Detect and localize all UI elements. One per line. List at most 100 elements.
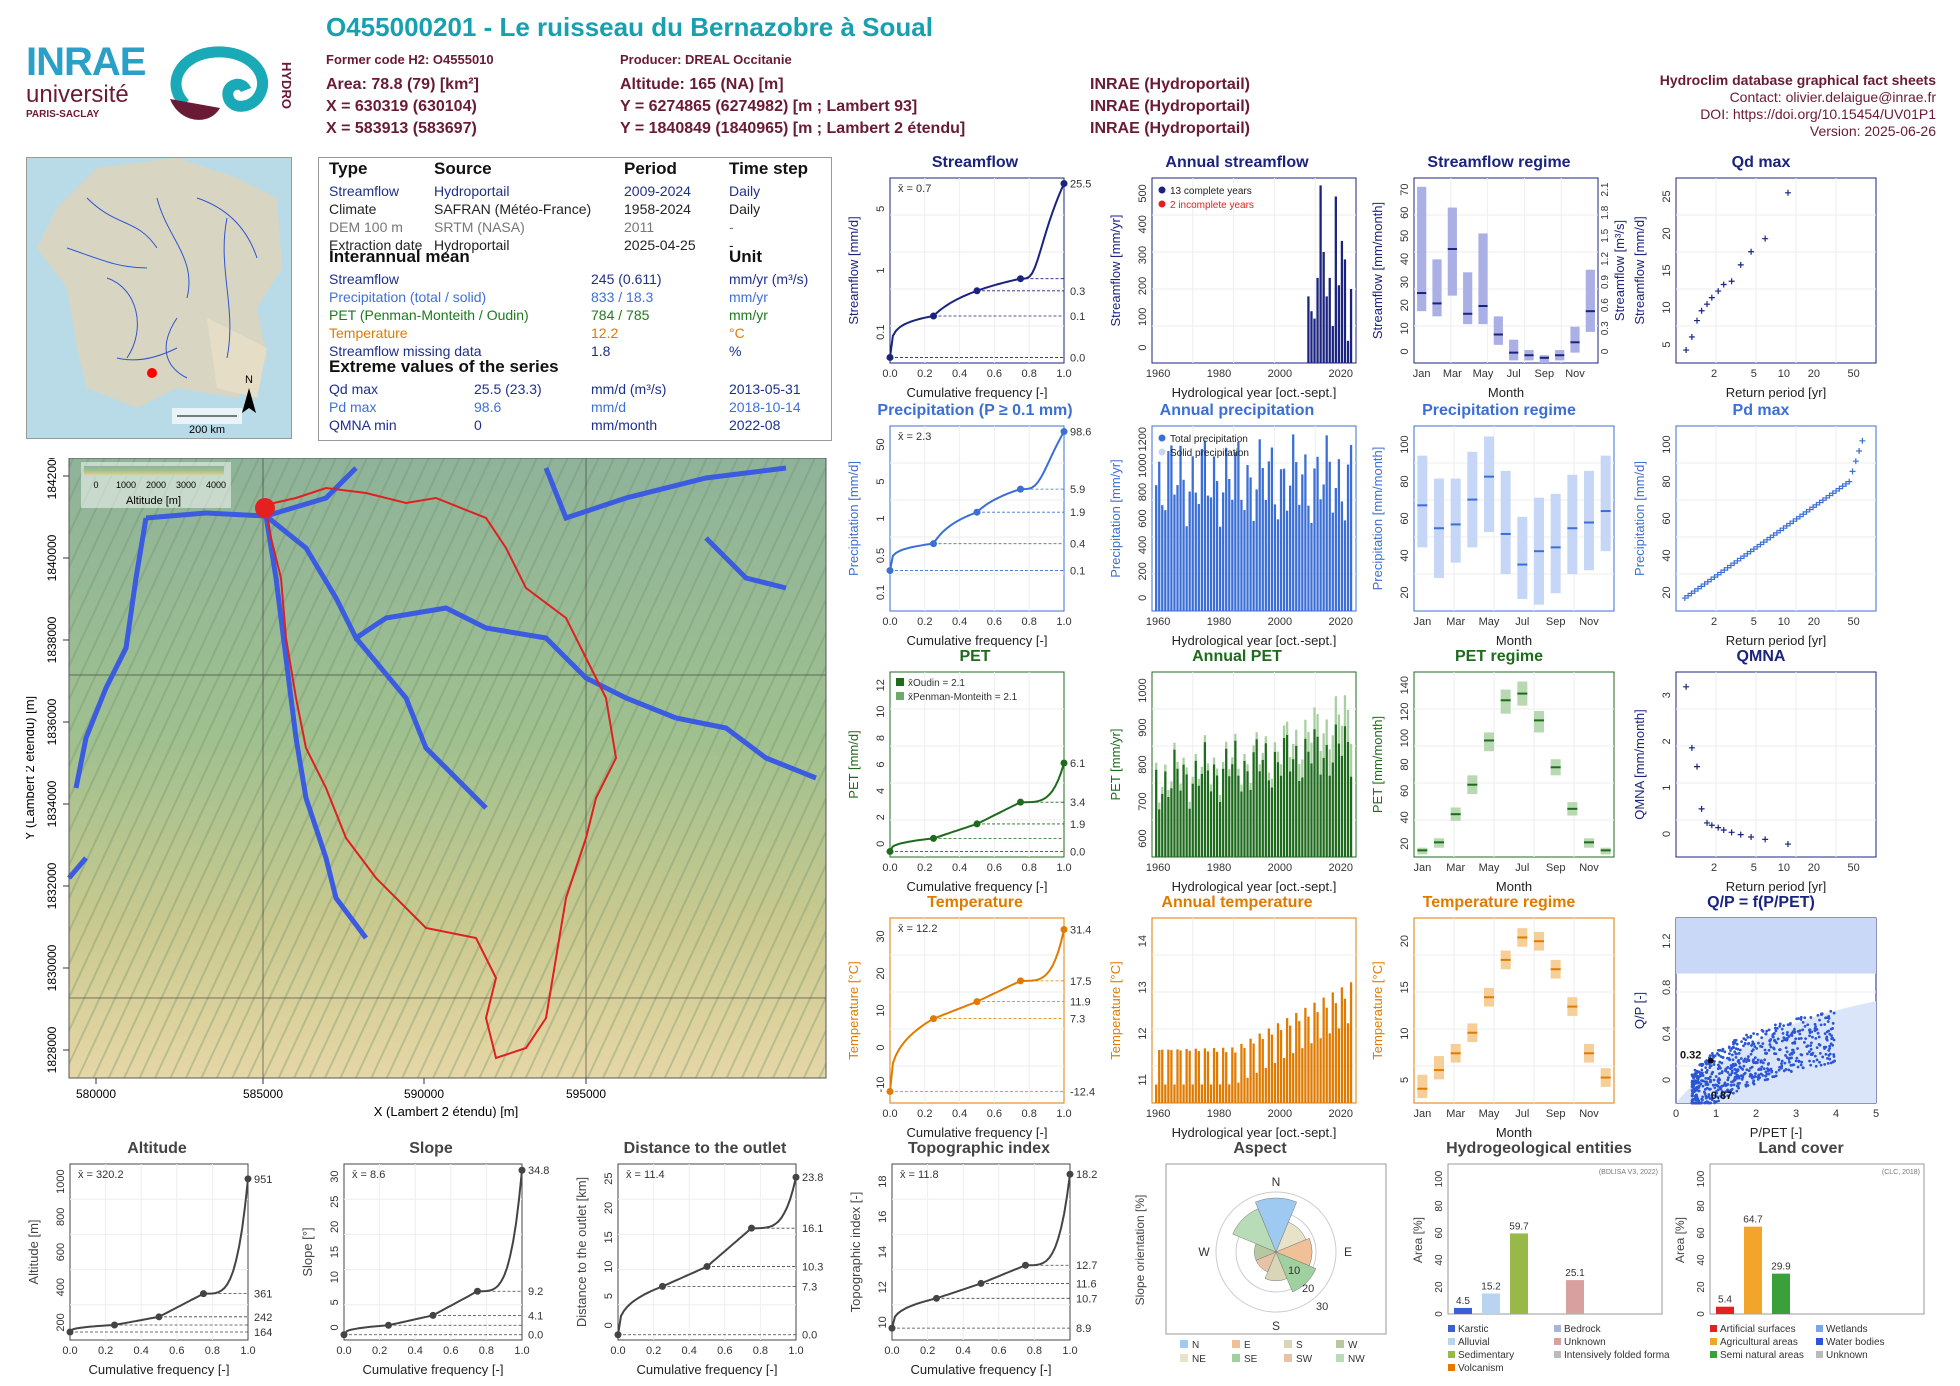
ytick: 600 <box>55 1243 67 1261</box>
annual-precipitation-bar <box>1228 478 1231 611</box>
annual-pet-bar-pm <box>1295 729 1298 746</box>
qp-point <box>1831 1021 1835 1025</box>
france-map: 200 km N <box>26 157 292 439</box>
qp-point <box>1808 1059 1811 1063</box>
xtick: 2000 <box>1268 862 1292 874</box>
slope-ylabel: Slope [°] <box>300 1227 315 1276</box>
annual-precipitation-bar <box>1292 434 1295 611</box>
ytick: 0 <box>1399 348 1411 354</box>
qp-point <box>1691 1099 1694 1102</box>
qp-point <box>1806 1044 1810 1048</box>
qp-point <box>1745 1060 1748 1063</box>
annual-pet-bar <box>1285 735 1289 857</box>
ytick: 0 <box>1661 831 1673 837</box>
temperature-mean-label: x̄ = 12.2 <box>898 923 937 935</box>
annual-temperature-bar <box>1206 1051 1210 1103</box>
qp-point <box>1705 1068 1709 1072</box>
ytick: 25 <box>1661 190 1673 202</box>
qp-point <box>1807 1028 1811 1032</box>
xtick: 0.8 <box>479 1345 494 1357</box>
temperature-quantile-point <box>930 1015 937 1023</box>
qp-point <box>1777 1058 1781 1062</box>
qp-point <box>1760 1065 1764 1069</box>
qp-point <box>1810 1041 1813 1045</box>
annual-pet-bar <box>1282 737 1286 857</box>
qp-point <box>1813 1054 1817 1058</box>
annual-pet-bar-pm <box>1197 778 1200 786</box>
annual-streamflow-bar <box>1313 318 1316 363</box>
qp-point <box>1750 1076 1754 1080</box>
altitude-quantile-point <box>244 1175 252 1183</box>
distance-xlabel: Cumulative frequency [-] <box>637 1362 778 1376</box>
ytick: 100 <box>1399 435 1411 453</box>
source-2: INRAE (Hydroportail) <box>1090 98 1250 115</box>
altitude-ylabel: Altitude [m] <box>26 1219 41 1284</box>
qp-point <box>1774 1052 1778 1056</box>
annual-precipitation-bar <box>1337 459 1341 611</box>
xtick: 1.0 <box>1056 616 1071 628</box>
extreme-row-name: Qd max <box>329 381 379 397</box>
qp-point <box>1781 1031 1785 1035</box>
xtick: 0.4 <box>952 616 967 628</box>
qp-point <box>1725 1083 1729 1087</box>
annual-pet-bar <box>1258 771 1261 857</box>
annual-precipitation-bar <box>1285 510 1289 611</box>
annual-temperature-bar <box>1155 1084 1158 1103</box>
qd-max-point <box>1737 261 1744 268</box>
annual-streamflow-bar <box>1307 296 1310 363</box>
qp-point <box>1761 1042 1765 1046</box>
annual-temperature-chart: Annual temperature Hydrological year [oct… <box>1108 894 1366 1139</box>
qp-mean-point <box>1707 1057 1714 1064</box>
annual-precipitation-bar <box>1200 448 1203 611</box>
qp-point <box>1773 1026 1777 1030</box>
qp-point <box>1792 1063 1796 1067</box>
annual-pet-bar <box>1273 751 1277 857</box>
ytick: 3 <box>1661 692 1673 698</box>
ytick: 700 <box>1137 792 1149 810</box>
annual-pet-bar <box>1295 745 1298 857</box>
qp-point <box>1757 1041 1760 1045</box>
annual-precipitation-bar <box>1295 462 1298 611</box>
ytick: 5 <box>1661 341 1673 347</box>
xtick: 1.0 <box>1062 1345 1077 1357</box>
aspect-ring-label: 20 <box>1302 1283 1314 1295</box>
pd-max-point <box>1701 581 1708 588</box>
ytick2: 0 <box>1600 348 1611 354</box>
qp-point <box>1735 1042 1739 1046</box>
qp-point <box>1756 1078 1760 1081</box>
xtick: 5 <box>1751 862 1757 874</box>
xtick: 20 <box>1808 368 1820 380</box>
topo-quantile-point <box>1022 1261 1029 1269</box>
ytick: 25 <box>603 1173 615 1185</box>
pd-max-point <box>1856 448 1863 455</box>
qp-point <box>1798 1029 1802 1033</box>
qd-max-point <box>1784 189 1791 196</box>
annual-streamflow-bar <box>1340 240 1344 363</box>
annual-precipitation-bar <box>1170 445 1173 611</box>
annual-pet-xlabel: Hydrological year [oct.-sept.] <box>1172 879 1337 893</box>
qp-point <box>1751 1081 1755 1085</box>
pd-max-point <box>1793 515 1800 522</box>
annual-temperature-bar <box>1331 992 1334 1103</box>
qp-point <box>1708 1097 1712 1100</box>
qp-point <box>1797 1037 1801 1041</box>
xtick: 2020 <box>1329 368 1353 380</box>
svg-text:0.87: 0.87 <box>1711 1090 1732 1102</box>
altitude-quantile-point <box>111 1321 118 1329</box>
ytick: 800 <box>1137 483 1149 501</box>
qp-point <box>1774 1074 1778 1078</box>
qp-point <box>1695 1096 1698 1099</box>
precipitation-regime-box <box>1584 470 1594 571</box>
xtick: 0.2 <box>372 1345 387 1357</box>
qp-point <box>1767 1028 1771 1032</box>
topo-right-label: 18.2 <box>1076 1169 1097 1181</box>
qp-point <box>1704 1096 1708 1100</box>
annual-temperature-bar <box>1200 1084 1203 1103</box>
xtick: 1960 <box>1146 862 1170 874</box>
annual-pet-bar-pm <box>1298 763 1301 781</box>
qp-point <box>1692 1076 1695 1080</box>
pd-max-point <box>1859 437 1866 444</box>
pet-quantile-point <box>886 847 894 855</box>
streamflow-regime-box <box>1447 207 1457 296</box>
qp-point <box>1704 1076 1708 1080</box>
